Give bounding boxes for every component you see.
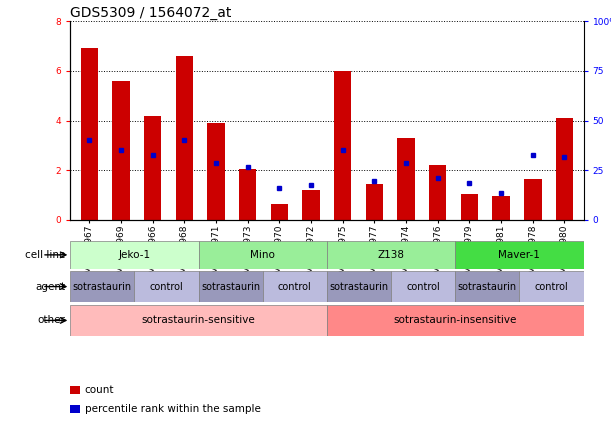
Bar [397, 138, 415, 220]
Bar [70, 241, 199, 269]
Bar [70, 271, 134, 302]
Bar [175, 56, 193, 220]
Bar [70, 305, 327, 336]
Bar [239, 169, 257, 220]
Text: sotrastaurin: sotrastaurin [458, 282, 517, 291]
Text: agent: agent [35, 282, 65, 291]
Bar [327, 271, 391, 302]
Text: Mino: Mino [251, 250, 275, 260]
Text: Z138: Z138 [378, 250, 404, 260]
Bar [263, 271, 327, 302]
Bar [366, 184, 383, 220]
Bar [455, 241, 584, 269]
Bar [207, 123, 225, 220]
Text: sotrastaurin: sotrastaurin [329, 282, 389, 291]
Bar [144, 115, 161, 220]
Text: control: control [406, 282, 440, 291]
Bar [461, 194, 478, 220]
Bar [302, 190, 320, 220]
Text: GDS5309 / 1564072_at: GDS5309 / 1564072_at [70, 6, 232, 20]
Bar [81, 49, 98, 220]
Text: other: other [37, 316, 65, 325]
Bar [134, 271, 199, 302]
Text: control: control [278, 282, 312, 291]
Bar [492, 196, 510, 220]
Text: cell line: cell line [25, 250, 65, 260]
Text: sotrastaurin: sotrastaurin [201, 282, 260, 291]
Bar [519, 271, 584, 302]
Bar [391, 271, 455, 302]
Bar [199, 271, 263, 302]
Text: Maver-1: Maver-1 [499, 250, 540, 260]
Text: sotrastaurin: sotrastaurin [73, 282, 132, 291]
Bar [524, 179, 541, 220]
Bar [112, 81, 130, 220]
Bar [199, 241, 327, 269]
Text: sotrastaurin-insensitive: sotrastaurin-insensitive [393, 316, 517, 325]
Bar [455, 271, 519, 302]
Text: Jeko-1: Jeko-1 [119, 250, 150, 260]
Text: percentile rank within the sample: percentile rank within the sample [85, 404, 260, 414]
Bar [271, 204, 288, 220]
Bar [334, 71, 351, 220]
Bar [327, 241, 455, 269]
Text: control: control [150, 282, 183, 291]
Bar [556, 118, 573, 220]
Text: sotrastaurin-sensitive: sotrastaurin-sensitive [142, 316, 255, 325]
Bar [327, 305, 584, 336]
Text: control: control [535, 282, 568, 291]
Text: count: count [85, 385, 114, 395]
Bar [70, 386, 79, 394]
Bar [429, 165, 447, 220]
Bar [70, 405, 79, 413]
